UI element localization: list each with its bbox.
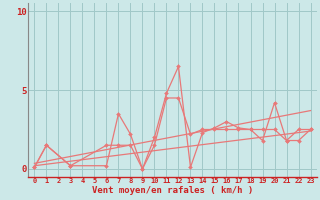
X-axis label: Vent moyen/en rafales ( km/h ): Vent moyen/en rafales ( km/h ) — [92, 186, 253, 195]
